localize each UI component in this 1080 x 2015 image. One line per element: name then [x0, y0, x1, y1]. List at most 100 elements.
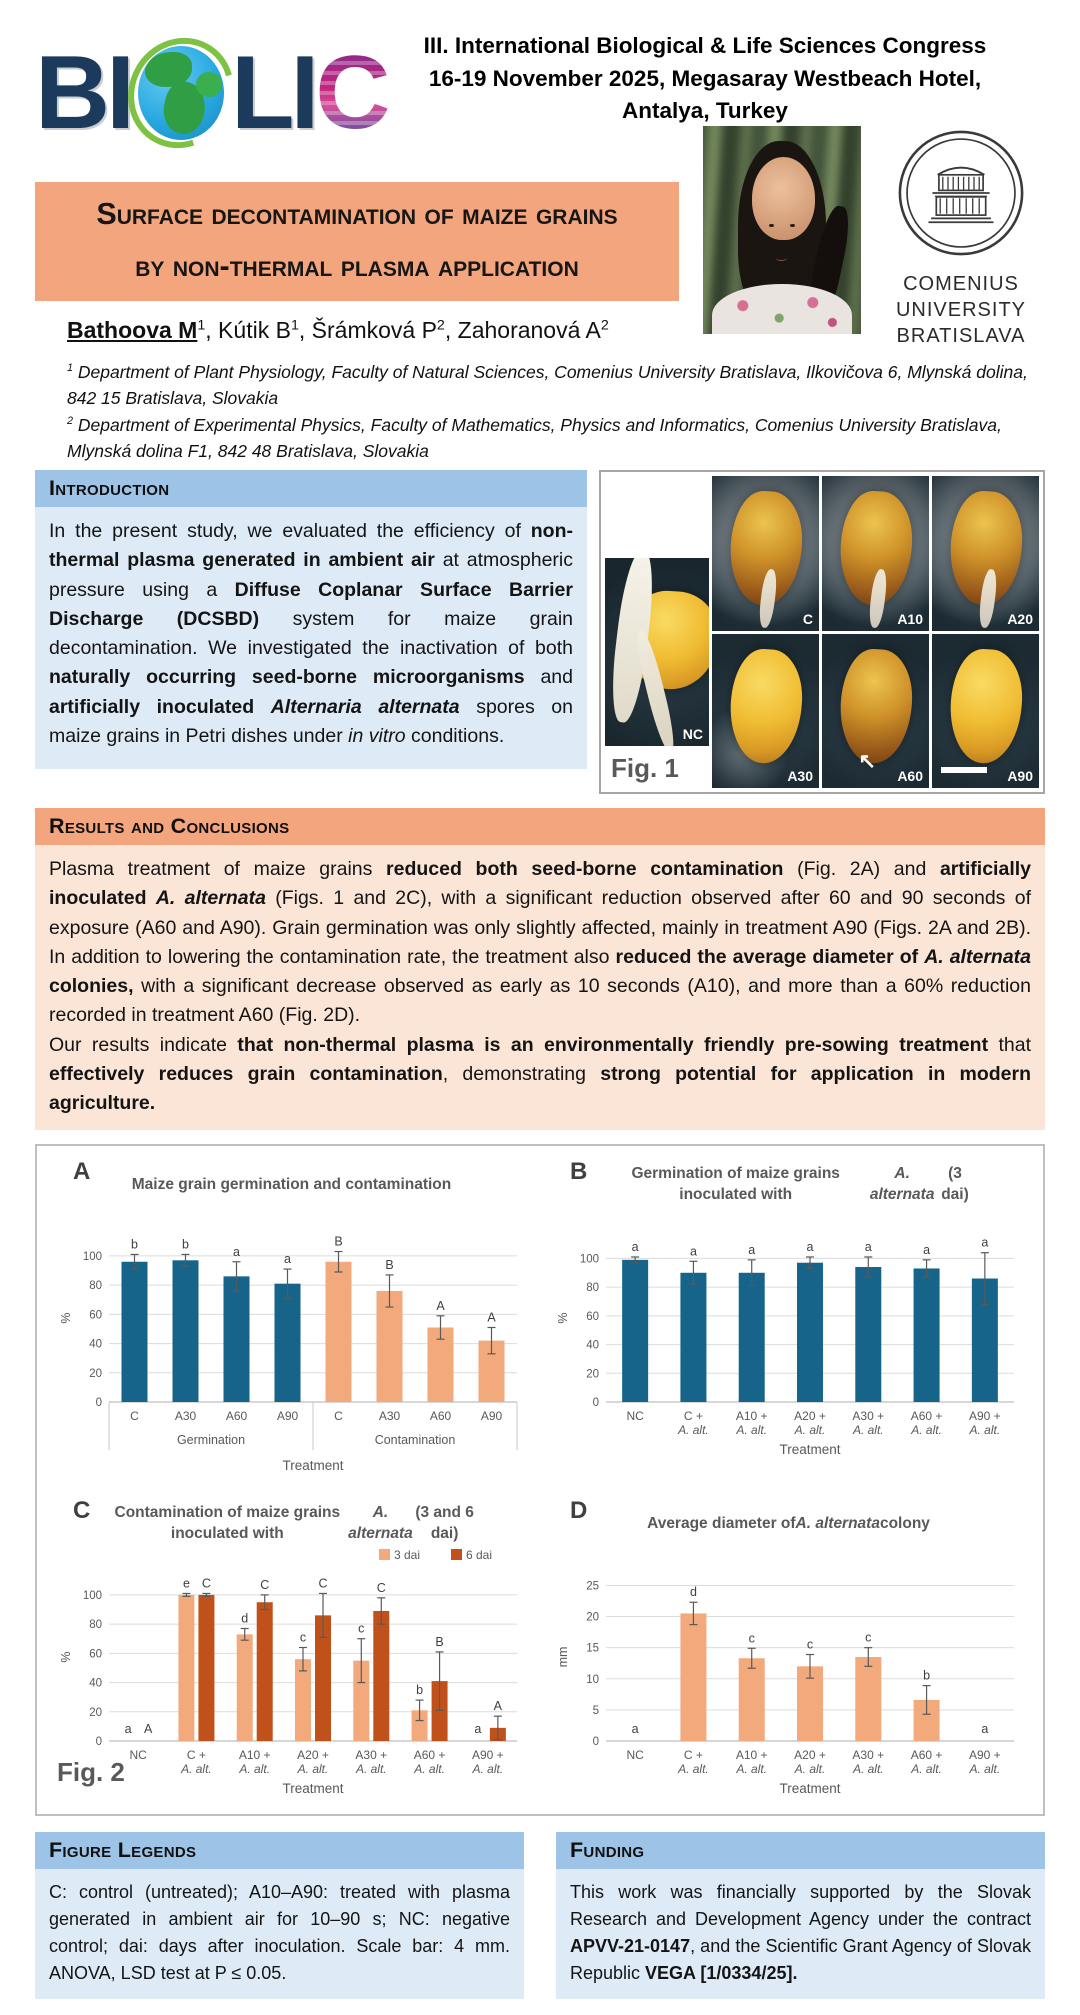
- svg-text:C: C: [130, 1409, 139, 1423]
- chart-d-title: Average diameter of A. alternata colony: [647, 1514, 930, 1532]
- svg-text:A30 +A. alt.: A30 + A. alt.: [354, 1748, 386, 1776]
- congress-line: III. International Biological & Life Sci…: [423, 33, 987, 58]
- svg-text:B: B: [435, 1635, 443, 1649]
- svg-text:a: a: [864, 1240, 871, 1254]
- title-row: Surface decontamination of maize grains …: [35, 126, 1045, 349]
- svg-text:B: B: [334, 1235, 342, 1249]
- arrow-icon: ↖: [858, 750, 876, 774]
- svg-text:6 dai: 6 dai: [466, 1548, 492, 1562]
- fig1-photo-a60: ↖ A60: [822, 633, 929, 788]
- svg-text:5: 5: [592, 1705, 598, 1717]
- svg-text:0: 0: [95, 1397, 101, 1409]
- svg-text:a: a: [981, 1236, 988, 1250]
- svg-text:A90 +A. alt.: A90 + A. alt.: [968, 1748, 1000, 1776]
- affiliation-2: 2 Department of Experimental Physics, Fa…: [67, 414, 1002, 461]
- funding-body: This work was financially supported by t…: [556, 1869, 1045, 2000]
- svg-text:A90 +A. alt.: A90 + A. alt.: [471, 1748, 503, 1776]
- figure-1: NC Fig. 1 C A10 A20 A3: [599, 470, 1045, 794]
- svg-text:60: 60: [89, 1649, 102, 1661]
- svg-text:0: 0: [592, 1397, 598, 1409]
- svg-text:A20 +A. alt.: A20 + A. alt.: [296, 1748, 328, 1776]
- svg-text:A: A: [487, 1311, 496, 1325]
- results-section: Results and Conclusions Plasma treatment…: [35, 808, 1045, 1131]
- biolic-logo-li: LI: [231, 35, 319, 151]
- comenius-line: UNIVERSITY: [895, 299, 1027, 321]
- svg-text:Treatment: Treatment: [779, 1442, 840, 1457]
- header: BI LI C III. International Biological & …: [35, 18, 1045, 168]
- chart-b-plot: 0 20 40 60 80 100% a a a a a a a NC C + A. alt. A10 + A. …: [540, 1208, 1037, 1467]
- congress-line: Antalya, Turkey: [622, 98, 788, 124]
- svg-text:3 dai: 3 dai: [394, 1548, 420, 1562]
- poster-title-line: by non-thermal plasma application: [135, 249, 579, 284]
- svg-text:b: b: [923, 1669, 930, 1683]
- fig1-photo-nc: NC: [605, 558, 709, 746]
- svg-text:20: 20: [586, 1612, 599, 1624]
- panel-letter-d: D: [570, 1497, 588, 1525]
- svg-text:d: d: [241, 1612, 248, 1626]
- panel-letter-c: C: [73, 1497, 91, 1525]
- svg-text:80: 80: [586, 1282, 599, 1294]
- svg-text:A30: A30: [378, 1409, 400, 1423]
- biolic-logo: BI LI C: [35, 18, 389, 168]
- svg-text:Contamination: Contamination: [374, 1433, 455, 1447]
- svg-text:A20 +A. alt.: A20 + A. alt.: [793, 1748, 825, 1776]
- chart-a: A Maize grain germination and contaminat…: [43, 1158, 540, 1483]
- svg-text:NC: NC: [626, 1409, 644, 1423]
- svg-text:a: a: [124, 1722, 131, 1736]
- svg-text:B: B: [385, 1258, 393, 1272]
- chart-b: B Germination of maize grains inoculated…: [540, 1158, 1037, 1483]
- chart-c-plot: 0 20 40 60 80 100% a e d c c b a A C C C C B A NC C + A. alt. A…: [43, 1547, 540, 1806]
- fig1-label-a10: A10: [897, 610, 923, 627]
- results-body: Plasma treatment of maize grains reduced…: [35, 845, 1045, 1131]
- fig1-photo-c: C: [712, 476, 819, 631]
- svg-text:%: %: [59, 1652, 73, 1663]
- chart-c: C Contamination of maize grains inoculat…: [43, 1497, 540, 1806]
- svg-text:Treatment: Treatment: [282, 1781, 343, 1796]
- figure-legends-section: Figure Legends C: control (untreated); A…: [35, 1832, 524, 2000]
- svg-text:40: 40: [586, 1340, 599, 1352]
- svg-text:10: 10: [586, 1674, 599, 1686]
- funding-section: Funding This work was financially suppor…: [556, 1832, 1045, 2000]
- svg-text:C: C: [201, 1577, 210, 1591]
- svg-text:b: b: [131, 1238, 138, 1252]
- svg-text:80: 80: [89, 1619, 102, 1631]
- fig1-photo-a90: A90: [932, 633, 1039, 788]
- svg-text:A10 +A. alt.: A10 + A. alt.: [735, 1748, 767, 1776]
- svg-text:a: a: [631, 1240, 638, 1254]
- svg-text:a: a: [748, 1243, 755, 1257]
- svg-text:e: e: [182, 1577, 189, 1591]
- svg-text:Germination: Germination: [176, 1433, 244, 1447]
- biolic-logo-bi: BI: [35, 35, 135, 151]
- svg-text:c: c: [748, 1632, 754, 1646]
- svg-text:A: A: [143, 1722, 152, 1736]
- svg-text:A30 +A. alt.: A30 + A. alt.: [851, 1409, 883, 1437]
- svg-text:Treatment: Treatment: [282, 1458, 343, 1473]
- svg-text:C: C: [334, 1409, 343, 1423]
- fig1-label-a20: A20: [1007, 610, 1033, 627]
- svg-text:80: 80: [89, 1280, 102, 1292]
- fig1-photo-a10: A10: [822, 476, 929, 631]
- figure-2: A Maize grain germination and contaminat…: [35, 1144, 1045, 1817]
- figure-legends-body: C: control (untreated); A10–A90: treated…: [35, 1869, 524, 2000]
- comenius-name: COMENIUS UNIVERSITY BRATISLAVA: [877, 271, 1045, 349]
- svg-text:C +A. alt.: C + A. alt.: [677, 1748, 709, 1776]
- author-photo: [703, 126, 861, 334]
- affiliations: 1 Department of Plant Physiology, Facult…: [67, 359, 1045, 464]
- svg-text:60: 60: [89, 1310, 102, 1322]
- svg-text:d: d: [689, 1585, 696, 1599]
- svg-text:Treatment: Treatment: [779, 1781, 840, 1796]
- svg-text:c: c: [358, 1622, 364, 1636]
- svg-text:A60: A60: [225, 1409, 247, 1423]
- svg-text:C: C: [376, 1581, 385, 1595]
- chart-a-title: Maize grain germination and contaminatio…: [131, 1175, 452, 1193]
- svg-text:A30 +A. alt.: A30 + A. alt.: [851, 1748, 883, 1776]
- svg-text:NC: NC: [626, 1748, 644, 1762]
- svg-text:A90 +A. alt.: A90 + A. alt.: [968, 1409, 1000, 1437]
- results-heading: Results and Conclusions: [35, 808, 1045, 845]
- fig1-label-nc: NC: [682, 726, 703, 742]
- svg-text:b: b: [182, 1238, 189, 1252]
- fig1-label-c: C: [802, 610, 813, 627]
- fig2-caption: Fig. 2: [57, 1757, 125, 1788]
- authors: Bathoova M1, Kútik B1, Šrámková P2, Zaho…: [67, 316, 609, 343]
